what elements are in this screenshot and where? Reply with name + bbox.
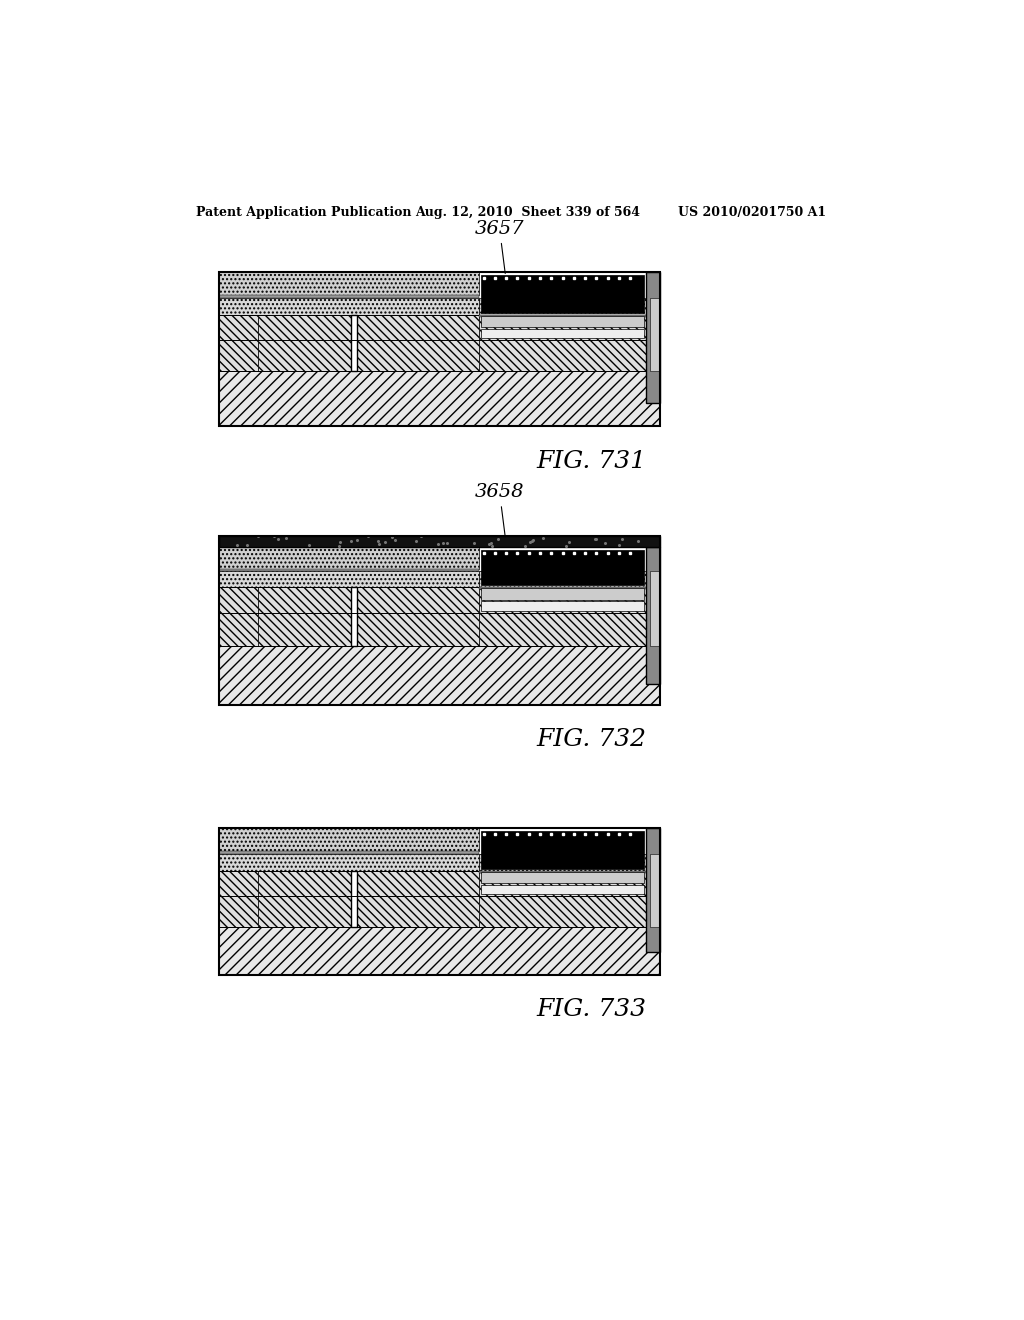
Bar xyxy=(479,298,646,314)
Bar xyxy=(219,586,258,645)
Bar xyxy=(481,549,644,585)
Bar xyxy=(219,536,659,705)
Bar xyxy=(258,871,479,927)
Bar xyxy=(219,645,659,705)
Text: 3658: 3658 xyxy=(475,483,524,537)
Bar xyxy=(646,548,659,684)
Bar xyxy=(481,275,644,313)
Bar xyxy=(219,572,479,586)
Bar xyxy=(219,896,659,927)
Bar xyxy=(649,572,659,645)
Bar xyxy=(219,314,258,371)
Text: Aug. 12, 2010  Sheet 339 of 564: Aug. 12, 2010 Sheet 339 of 564 xyxy=(415,206,640,219)
Text: FIG. 731: FIG. 731 xyxy=(537,450,646,473)
Bar xyxy=(258,871,479,927)
Bar xyxy=(258,314,479,371)
Bar xyxy=(480,601,644,611)
Bar xyxy=(219,371,659,426)
Bar xyxy=(646,272,659,404)
Bar xyxy=(479,314,646,371)
Bar xyxy=(479,314,646,317)
Bar xyxy=(219,854,479,871)
Bar xyxy=(219,536,659,548)
Bar xyxy=(219,272,659,426)
Bar xyxy=(219,314,659,341)
Bar xyxy=(480,589,644,599)
Bar xyxy=(481,830,644,869)
Bar xyxy=(258,586,479,645)
Bar xyxy=(649,854,659,927)
Bar xyxy=(351,586,357,645)
Text: Patent Application Publication: Patent Application Publication xyxy=(197,206,412,219)
Bar xyxy=(219,871,659,896)
Bar xyxy=(219,927,659,974)
Bar xyxy=(219,272,479,296)
Bar xyxy=(480,873,644,883)
Bar xyxy=(646,829,659,952)
Text: 3657: 3657 xyxy=(475,220,524,273)
Bar xyxy=(479,871,646,927)
Bar xyxy=(219,851,479,854)
Bar xyxy=(258,314,479,371)
Bar xyxy=(219,871,258,927)
Bar xyxy=(649,298,659,371)
Bar xyxy=(219,548,479,569)
Bar xyxy=(219,829,479,851)
Bar xyxy=(479,871,646,873)
Bar xyxy=(219,298,479,314)
Text: FIG. 733: FIG. 733 xyxy=(537,998,646,1020)
Bar xyxy=(479,572,646,586)
Bar xyxy=(480,317,644,327)
Bar xyxy=(258,586,479,645)
Bar xyxy=(479,854,646,871)
Bar xyxy=(479,586,646,645)
Bar xyxy=(219,341,659,371)
Bar xyxy=(219,829,659,974)
Bar xyxy=(219,614,659,645)
Bar xyxy=(219,586,659,614)
Bar xyxy=(219,569,479,572)
Bar xyxy=(351,871,357,927)
Bar xyxy=(219,296,479,298)
Text: FIG. 732: FIG. 732 xyxy=(537,729,646,751)
Bar xyxy=(479,586,646,589)
Text: US 2010/0201750 A1: US 2010/0201750 A1 xyxy=(678,206,826,219)
Bar xyxy=(480,329,644,338)
Bar xyxy=(480,884,644,894)
Bar xyxy=(351,314,357,371)
